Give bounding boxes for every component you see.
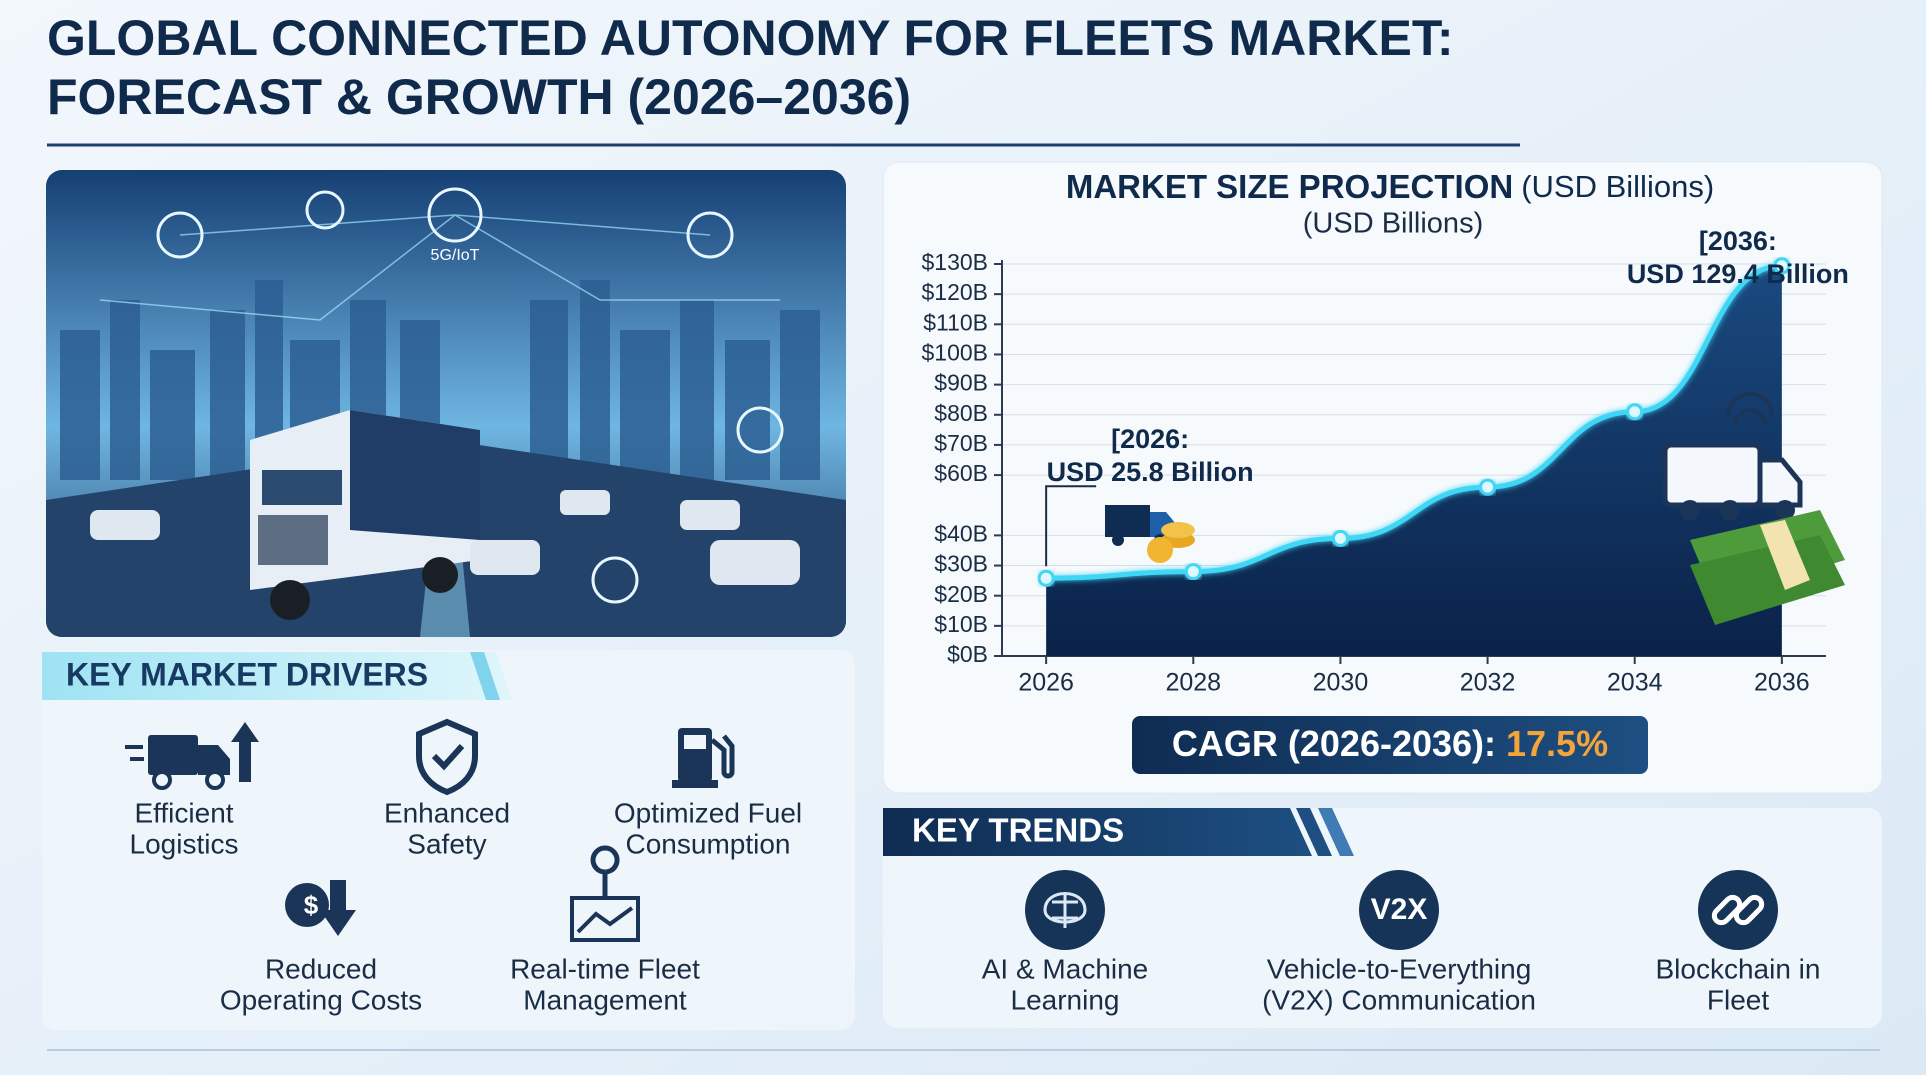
y-tick-label: $20B <box>934 581 988 607</box>
driver-label: Logistics <box>130 828 239 859</box>
chart-title-unit: (USD Billions) <box>1521 169 1714 204</box>
x-tick-label: 2028 <box>1165 669 1221 697</box>
trend-label: AI & Machine <box>982 953 1149 984</box>
driver-label: Efficient <box>134 797 233 828</box>
cagr-label: CAGR (2026-2036): <box>1172 723 1496 764</box>
title-line: GLOBAL CONNECTED AUTONOMY FOR FLEETS MAR… <box>47 10 1454 66</box>
x-tick-label: 2032 <box>1460 669 1516 697</box>
chart-title-main: MARKET SIZE PROJECTION <box>1066 168 1513 205</box>
annotation: [2036: <box>1699 226 1777 256</box>
y-tick-label: $80B <box>934 400 988 426</box>
y-tick-label: $90B <box>934 370 988 396</box>
annotation-leader <box>1045 485 1097 567</box>
driver-label: Real-time Fleet <box>510 953 700 984</box>
x-tick-label: 2036 <box>1754 669 1810 697</box>
driver-label: Consumption <box>626 828 791 859</box>
y-tick-label: $110B <box>923 309 988 335</box>
driver-label: Operating Costs <box>220 984 422 1015</box>
plot: $0B $10B $20B $30B $40B $60B $70B $80B $90B $100B… <box>921 226 1848 696</box>
y-tick-label: $0B <box>947 641 988 667</box>
y-tick-label: $120B <box>921 279 988 305</box>
point <box>1037 569 1055 587</box>
annotation: [2026: <box>1111 424 1189 454</box>
y-tick-label: $70B <box>934 430 988 456</box>
trend-icon-text: V2X <box>1371 893 1428 926</box>
driver-label: Enhanced <box>384 797 510 828</box>
point <box>1479 478 1497 496</box>
title-line: FORECAST & GROWTH (2026–2036) <box>47 69 911 125</box>
cagr-box <box>1132 716 1648 774</box>
x-tick-label: 2030 <box>1313 669 1369 697</box>
y-tick-label: $10B <box>934 611 988 637</box>
point <box>1773 257 1791 275</box>
trends-title: KEY TRENDS <box>912 812 1124 849</box>
hero-label: 5G/IoT <box>431 247 480 264</box>
chart-subtitle: (USD Billions) <box>1303 208 1483 240</box>
driver-label: Management <box>523 984 687 1015</box>
driver-label: Reduced <box>265 953 377 984</box>
y-tick-label: $100B <box>921 340 988 366</box>
annotation: USD 129.4 Billion <box>1627 259 1849 289</box>
y-tick-label: $40B <box>934 520 988 546</box>
y-tick-label: $130B <box>921 249 988 275</box>
driver-label: Optimized Fuel <box>614 797 802 828</box>
trends-band <box>883 808 1312 856</box>
cagr: CAGR (2026-2036): 17.5% <box>1172 723 1608 764</box>
decor-truck-money <box>1662 392 1845 625</box>
area <box>1046 265 1782 656</box>
chart-title: MARKET SIZE PROJECTION (USD Billions) <box>1066 168 1714 205</box>
driver-icons <box>125 718 735 942</box>
drivers-title: KEY MARKET DRIVERS <box>66 656 428 692</box>
annotation: USD 25.8 Billion <box>1047 457 1254 487</box>
hero-image: 5G/IoT <box>46 170 846 637</box>
trend-label: Fleet <box>1707 984 1769 1015</box>
y-tick-label: $60B <box>934 460 988 486</box>
x-tick-label: 2026 <box>1018 669 1074 697</box>
trend-icons <box>1025 870 1778 950</box>
point <box>1331 529 1349 547</box>
trend-label: Vehicle-to-Everything <box>1267 953 1532 984</box>
trend-label: Learning <box>1011 984 1120 1015</box>
trend-label: Blockchain in <box>1656 953 1821 984</box>
driver-label: Safety <box>407 828 486 859</box>
y-tick-label: $30B <box>934 551 988 577</box>
point <box>1626 403 1644 421</box>
point <box>1184 563 1202 581</box>
decor-truck-coins <box>1105 505 1195 563</box>
truck <box>250 410 480 620</box>
x-tick-label: 2034 <box>1607 669 1663 697</box>
cagr-value: 17.5% <box>1506 723 1608 764</box>
drivers-band <box>42 652 512 700</box>
svg-text:$: $ <box>304 890 319 920</box>
trend-label: (V2X) Communication <box>1262 984 1536 1015</box>
